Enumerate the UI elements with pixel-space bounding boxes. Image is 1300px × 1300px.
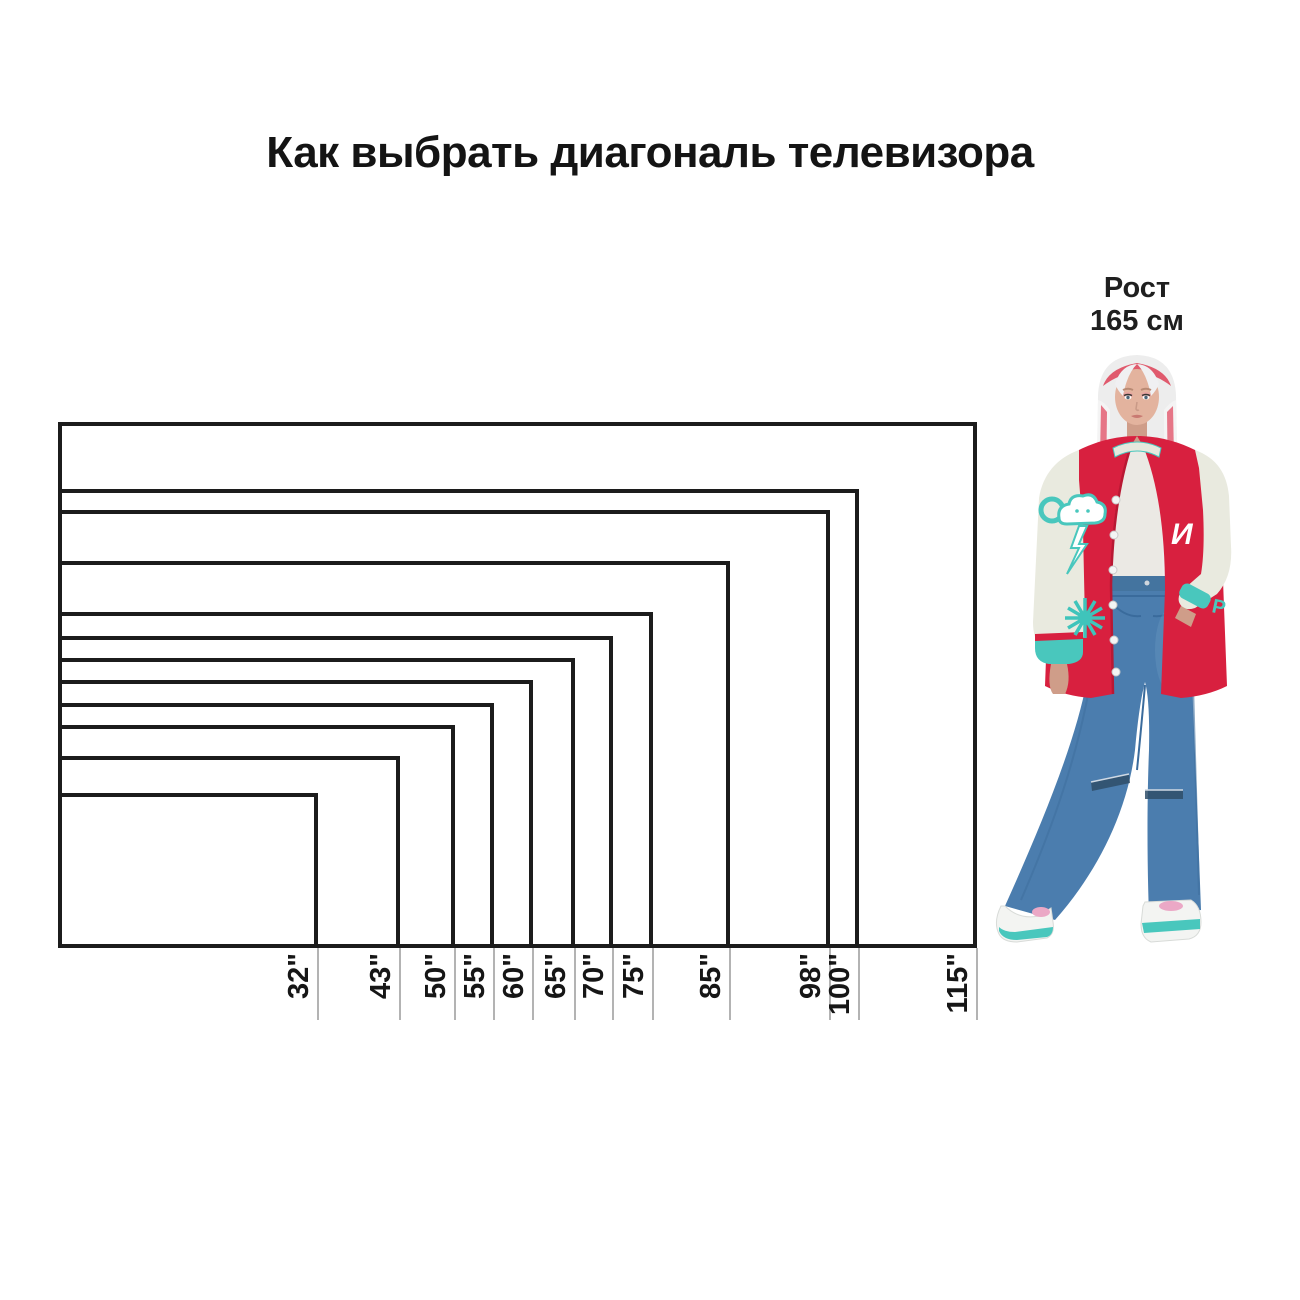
person-height-label: Рост 165 см [1015,272,1259,338]
size-label-70in: 70" [578,953,610,1000]
person-tank-top [1111,450,1163,596]
size-label-43in: 43" [365,953,397,1000]
size-tick-115in [976,948,978,1020]
person-sneakers [995,899,1202,943]
size-tick-65in [574,948,576,1020]
size-tick-70in [612,948,614,1020]
size-tick-75in [652,948,654,1020]
size-tick-43in [399,948,401,1020]
size-tick-60in [532,948,534,1020]
svg-text:Р: Р [1210,595,1228,619]
size-label-85in: 85" [695,953,727,1000]
size-label-55in: 55" [459,953,491,1000]
tv-rect-115in [58,422,977,948]
size-tick-98in [829,948,831,1020]
size-label-75in: 75" [618,953,650,1000]
person-height-label-line2: 165 см [1089,305,1185,337]
size-tick-100in [858,948,860,1020]
person-height-label-line1: Рост [1103,272,1171,304]
svg-text:И: И [1171,518,1194,551]
size-tick-85in [729,948,731,1020]
size-tick-50in [454,948,456,1020]
person-illustration: Р И [995,355,1232,943]
infographic-title: Как выбрать диагональ телевизора [266,128,1034,177]
size-label-32in: 32" [283,953,315,1000]
size-label-98in: 98" [795,953,827,1000]
size-label-100in: 100" [824,953,856,1016]
size-label-50in: 50" [420,953,452,1000]
size-label-60in: 60" [498,953,530,1000]
size-label-65in: 65" [540,953,572,1000]
size-label-115in: 115" [942,953,974,1014]
person-jacket: Р И [1033,436,1232,698]
size-tick-55in [493,948,495,1020]
size-tick-32in [317,948,319,1020]
